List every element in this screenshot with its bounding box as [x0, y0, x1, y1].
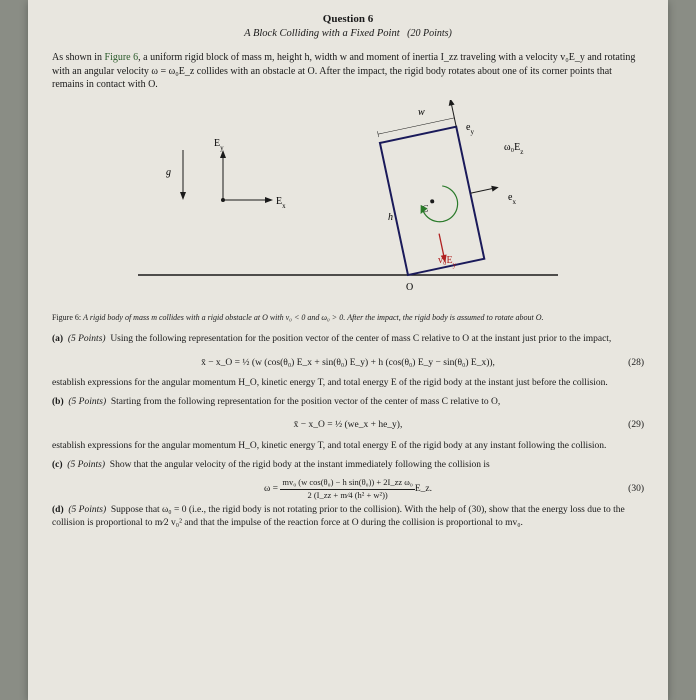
part-d: (d) (5 Points) Suppose that ω₀ = 0 (i.e.…: [52, 504, 644, 530]
gravity-label: g: [166, 167, 171, 178]
ex-body-axis: [470, 188, 494, 193]
part-a-label: (a): [52, 334, 63, 344]
document-page: Question 6 A Block Colliding with a Fixe…: [28, 0, 668, 700]
part-d-label: (d): [52, 505, 64, 515]
part-b-text1: Starting from the following representati…: [111, 397, 500, 407]
part-c: (c) (5 Points) Show that the angular vel…: [52, 459, 644, 472]
figure-caption: Figure 6: A rigid body of mass m collide…: [52, 313, 644, 324]
figure-reference: Figure 6: [105, 52, 139, 63]
gravity-arrowhead: [180, 192, 186, 200]
ex-body-label: ex: [508, 192, 516, 206]
part-b-text2: establish expressions for the angular mo…: [52, 440, 644, 453]
eq28-body: x̄ − x_O = ½ (w (cos(θ₀) E_x + sin(θ₀) E…: [201, 357, 495, 370]
eq30-denominator: 2 (I_zz + m⁄4 (h² + w²)): [280, 490, 415, 501]
ey-label: Ey: [214, 138, 224, 152]
w-span: [378, 117, 454, 133]
eq30-number: (30): [628, 483, 644, 496]
question-subtitle-row: A Block Colliding with a Fixed Point (20…: [52, 27, 644, 41]
part-c-text1: Show that the angular velocity of the ri…: [110, 460, 490, 470]
center-dot: [430, 198, 435, 203]
h-label: h: [388, 212, 393, 223]
part-a: (a) (5 Points) Using the following repre…: [52, 333, 644, 346]
eq30-lhs: ω =: [264, 483, 278, 496]
part-b: (b) (5 Points) Starting from the followi…: [52, 396, 644, 409]
eq30-numerator: mv₀ (w cos(θ₀) − h sin(θ₀)) + 2I_zz ω₀: [280, 477, 415, 489]
equation-30: ω = mv₀ (w cos(θ₀) − h sin(θ₀)) + 2I_zz …: [52, 477, 644, 501]
eq30-fraction: mv₀ (w cos(θ₀) − h sin(θ₀)) + 2I_zz ω₀ 2…: [280, 477, 415, 501]
question-header: Question 6 A Block Colliding with a Fixe…: [52, 12, 644, 41]
part-c-points: (5 Points): [67, 460, 105, 470]
w-label: w: [418, 107, 425, 118]
equation-29: x̄ − x_O = ½ (we_x + he_y), (29): [52, 415, 644, 437]
eq30-tail: E_z.: [415, 483, 432, 496]
ex-arrowhead: [265, 197, 273, 203]
part-b-points: (5 Points): [68, 397, 106, 407]
part-d-text: Suppose that ω₀ = 0 (i.e., the rigid bod…: [52, 505, 625, 528]
omega-label: ω₀Ez: [504, 142, 523, 156]
frame-origin-dot: [221, 198, 225, 202]
figure-6: O g Ey Ex C: [52, 100, 644, 305]
eq29-body: x̄ − x_O = ½ (we_x + he_y),: [294, 419, 403, 432]
intro-text: As shown in Figure 6, a uniform rigid bl…: [52, 51, 644, 92]
page-wrapper: Question 6 A Block Colliding with a Fixe…: [0, 0, 696, 700]
part-a-points: (5 Points): [68, 334, 106, 344]
ey-body-arrowhead: [447, 100, 454, 106]
part-c-label: (c): [52, 460, 63, 470]
intro-prefix: As shown in: [52, 52, 105, 63]
part-a-text2: establish expressions for the angular mo…: [52, 377, 644, 390]
figure-svg: O g Ey Ex C: [128, 100, 568, 305]
ey-body-label: ey: [466, 122, 474, 136]
part-d-points: (5 Points): [68, 505, 106, 515]
eq29-number: (29): [628, 419, 644, 432]
question-title: Question 6: [52, 12, 644, 27]
ex-label: Ex: [276, 196, 286, 210]
ex-body-arrowhead: [491, 184, 499, 191]
part-a-text1: Using the following representation for t…: [110, 334, 611, 344]
question-points: (20 Points): [407, 28, 452, 39]
caption-text: A rigid body of mass m collides with a r…: [83, 313, 543, 322]
part-b-label: (b): [52, 397, 64, 407]
caption-label: Figure 6:: [52, 313, 81, 322]
origin-label: O: [406, 282, 413, 293]
ey-body-axis: [451, 102, 456, 126]
equation-28: x̄ − x_O = ½ (w (cos(θ₀) E_x + sin(θ₀) E…: [52, 352, 644, 374]
eq28-number: (28): [628, 357, 644, 370]
question-subtitle: A Block Colliding with a Fixed Point: [244, 28, 400, 39]
intro-body: , a uniform rigid block of mass m, heigh…: [52, 52, 635, 90]
block-group: C: [374, 100, 513, 275]
